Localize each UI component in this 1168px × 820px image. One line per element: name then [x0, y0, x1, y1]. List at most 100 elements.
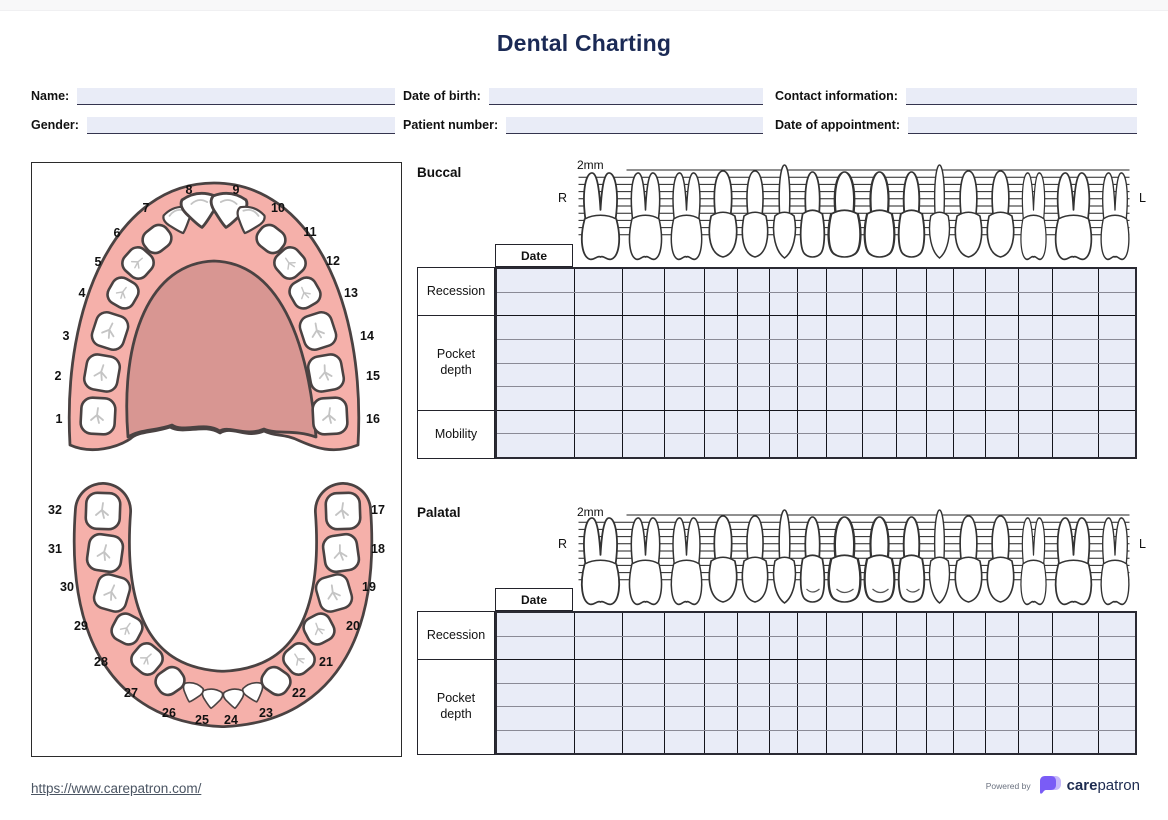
measurement-cell[interactable] — [797, 339, 825, 363]
measurement-cell[interactable] — [896, 613, 926, 636]
measurement-cell[interactable] — [621, 660, 664, 683]
measurement-cell[interactable] — [825, 613, 862, 636]
measurement-cell[interactable] — [737, 683, 768, 706]
measurement-cell[interactable] — [574, 316, 622, 339]
measurement-cell[interactable] — [737, 730, 768, 753]
measurement-cell[interactable] — [861, 660, 896, 683]
measurement-cell[interactable] — [574, 730, 622, 753]
measurement-cell[interactable] — [574, 410, 622, 434]
measurement-cell[interactable] — [825, 683, 862, 706]
measurement-cell[interactable] — [664, 730, 704, 753]
measurement-cell[interactable] — [704, 292, 737, 316]
measurement-cell[interactable] — [1017, 683, 1052, 706]
measurement-cell[interactable] — [664, 434, 704, 457]
patient-number-input[interactable] — [506, 116, 763, 134]
measurement-cell[interactable] — [985, 269, 1017, 292]
measurement-cell[interactable] — [861, 613, 896, 636]
measurement-cell[interactable] — [1017, 387, 1052, 410]
measurement-cell[interactable] — [896, 316, 926, 339]
measurement-cell[interactable] — [574, 387, 622, 410]
contact-input[interactable] — [905, 87, 1137, 105]
measurement-cell[interactable] — [737, 387, 768, 410]
measurement-cell[interactable] — [1097, 636, 1135, 659]
measurement-cell[interactable] — [1097, 730, 1135, 753]
measurement-cell[interactable] — [1017, 363, 1052, 387]
measurement-cell[interactable] — [1017, 434, 1052, 457]
measurement-cell[interactable] — [1051, 707, 1098, 730]
measurement-cell[interactable] — [704, 434, 737, 457]
measurement-cell[interactable] — [768, 316, 797, 339]
measurement-cell[interactable] — [797, 730, 825, 753]
measurement-cell[interactable] — [664, 636, 704, 659]
measurement-cell[interactable] — [1097, 613, 1135, 636]
measurement-cell[interactable] — [926, 410, 952, 434]
measurement-cell[interactable] — [1051, 292, 1098, 316]
measurement-cell[interactable] — [1097, 363, 1135, 387]
measurement-cell[interactable] — [797, 707, 825, 730]
measurement-cell[interactable] — [926, 387, 952, 410]
measurement-cell[interactable] — [896, 707, 926, 730]
date-value-cell[interactable] — [497, 731, 574, 754]
measurement-cell[interactable] — [1097, 683, 1135, 706]
measurement-cell[interactable] — [621, 363, 664, 387]
measurement-cell[interactable] — [952, 613, 985, 636]
measurement-cell[interactable] — [926, 292, 952, 316]
measurement-cell[interactable] — [952, 660, 985, 683]
measurement-cell[interactable] — [704, 363, 737, 387]
measurement-cell[interactable] — [825, 636, 862, 659]
measurement-cell[interactable] — [926, 269, 952, 292]
measurement-cell[interactable] — [896, 434, 926, 457]
measurement-cell[interactable] — [985, 292, 1017, 316]
measurement-cell[interactable] — [621, 434, 664, 457]
measurement-cell[interactable] — [896, 683, 926, 706]
measurement-cell[interactable] — [737, 613, 768, 636]
measurement-cell[interactable] — [574, 707, 622, 730]
measurement-cell[interactable] — [896, 339, 926, 363]
measurement-cell[interactable] — [861, 387, 896, 410]
measurement-cell[interactable] — [825, 434, 862, 457]
measurement-cell[interactable] — [1017, 707, 1052, 730]
measurement-cell[interactable] — [1017, 730, 1052, 753]
measurement-cell[interactable] — [1051, 387, 1098, 410]
measurement-cell[interactable] — [621, 707, 664, 730]
date-value-cell[interactable] — [497, 269, 574, 292]
measurement-cell[interactable] — [952, 410, 985, 434]
measurement-cell[interactable] — [1017, 292, 1052, 316]
measurement-cell[interactable] — [825, 660, 862, 683]
measurement-cell[interactable] — [574, 363, 622, 387]
measurement-cell[interactable] — [896, 660, 926, 683]
measurement-cell[interactable] — [1017, 316, 1052, 339]
date-value-cell[interactable] — [497, 316, 574, 339]
measurement-cell[interactable] — [1051, 363, 1098, 387]
measurement-cell[interactable] — [621, 339, 664, 363]
measurement-cell[interactable] — [825, 339, 862, 363]
measurement-cell[interactable] — [621, 636, 664, 659]
measurement-cell[interactable] — [768, 387, 797, 410]
measurement-cell[interactable] — [768, 730, 797, 753]
measurement-cell[interactable] — [768, 636, 797, 659]
measurement-cell[interactable] — [797, 613, 825, 636]
measurement-cell[interactable] — [825, 730, 862, 753]
measurement-cell[interactable] — [926, 339, 952, 363]
measurement-cell[interactable] — [797, 410, 825, 434]
measurement-cell[interactable] — [621, 316, 664, 339]
measurement-cell[interactable] — [797, 636, 825, 659]
measurement-cell[interactable] — [768, 363, 797, 387]
date-value-cell[interactable] — [497, 411, 574, 434]
measurement-cell[interactable] — [825, 363, 862, 387]
measurement-cell[interactable] — [1051, 730, 1098, 753]
measurement-cell[interactable] — [985, 363, 1017, 387]
measurement-cell[interactable] — [664, 363, 704, 387]
measurement-cell[interactable] — [704, 613, 737, 636]
measurement-cell[interactable] — [1017, 410, 1052, 434]
measurement-cell[interactable] — [737, 636, 768, 659]
measurement-cell[interactable] — [896, 292, 926, 316]
measurement-cell[interactable] — [952, 269, 985, 292]
measurement-cell[interactable] — [1017, 269, 1052, 292]
measurement-cell[interactable] — [952, 316, 985, 339]
date-value-cell[interactable] — [497, 387, 574, 410]
measurement-cell[interactable] — [952, 363, 985, 387]
measurement-cell[interactable] — [704, 410, 737, 434]
measurement-cell[interactable] — [797, 434, 825, 457]
measurement-cell[interactable] — [861, 292, 896, 316]
